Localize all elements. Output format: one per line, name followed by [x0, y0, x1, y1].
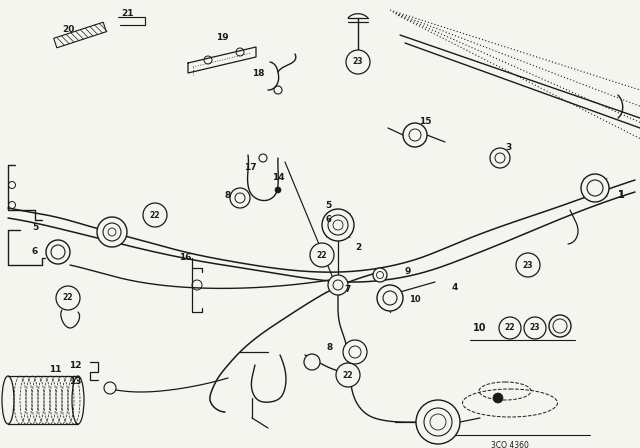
Circle shape — [230, 188, 250, 208]
Circle shape — [310, 243, 334, 267]
Circle shape — [524, 317, 546, 339]
Text: 1: 1 — [618, 190, 625, 200]
Circle shape — [373, 268, 387, 282]
Text: 10: 10 — [409, 296, 421, 305]
Text: 23: 23 — [530, 323, 540, 332]
Text: 19: 19 — [216, 34, 228, 43]
Circle shape — [499, 317, 521, 339]
Text: 22: 22 — [63, 293, 73, 302]
Circle shape — [346, 50, 370, 74]
Text: 21: 21 — [122, 9, 134, 17]
Circle shape — [46, 240, 70, 264]
Text: 14: 14 — [272, 173, 284, 182]
Text: 4: 4 — [452, 284, 458, 293]
Circle shape — [275, 187, 281, 193]
Circle shape — [56, 286, 80, 310]
Text: 9: 9 — [405, 267, 411, 276]
Text: 13: 13 — [68, 378, 81, 387]
Text: 15: 15 — [419, 117, 431, 126]
Text: 23: 23 — [523, 260, 533, 270]
Text: 18: 18 — [252, 69, 264, 78]
Circle shape — [403, 123, 427, 147]
Text: 22: 22 — [343, 370, 353, 379]
Text: 10: 10 — [473, 323, 487, 333]
Text: 3: 3 — [506, 143, 512, 152]
Circle shape — [104, 382, 116, 394]
Text: 1: 1 — [618, 190, 625, 200]
Circle shape — [336, 363, 360, 387]
Text: 6: 6 — [32, 247, 38, 257]
Circle shape — [343, 340, 367, 364]
Text: 11: 11 — [49, 366, 61, 375]
Text: 17: 17 — [244, 164, 256, 172]
Text: 16: 16 — [179, 254, 191, 263]
Circle shape — [581, 174, 609, 202]
Circle shape — [304, 354, 320, 370]
Circle shape — [490, 148, 510, 168]
Circle shape — [97, 217, 127, 247]
Circle shape — [377, 285, 403, 311]
Text: 8: 8 — [225, 190, 231, 199]
Text: 22: 22 — [150, 211, 160, 220]
Text: 23: 23 — [353, 57, 364, 66]
Circle shape — [416, 400, 460, 444]
Text: 8: 8 — [327, 344, 333, 353]
Circle shape — [516, 253, 540, 277]
Text: 22: 22 — [317, 250, 327, 259]
Text: 6: 6 — [325, 215, 331, 224]
Circle shape — [322, 209, 354, 241]
Text: 2: 2 — [355, 244, 361, 253]
Circle shape — [143, 203, 167, 227]
Circle shape — [493, 393, 503, 403]
Text: 3CO 4360: 3CO 4360 — [491, 440, 529, 448]
Text: 5: 5 — [325, 201, 331, 210]
Text: 12: 12 — [68, 361, 81, 370]
Text: 22: 22 — [505, 323, 515, 332]
Circle shape — [328, 275, 348, 295]
Text: 5: 5 — [32, 224, 38, 233]
Text: 7: 7 — [345, 285, 351, 294]
Text: 20: 20 — [62, 26, 74, 34]
